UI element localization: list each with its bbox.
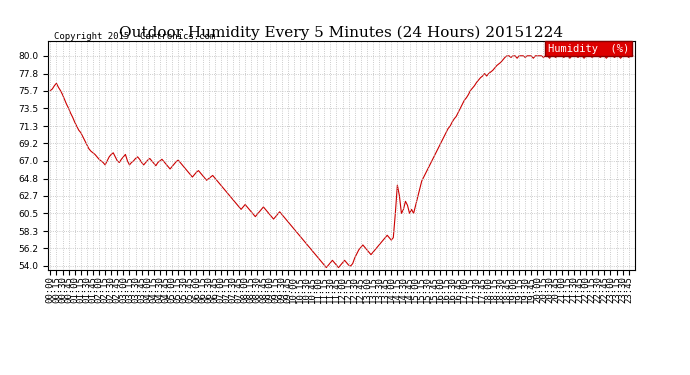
Text: Humidity  (%): Humidity (%) xyxy=(548,44,629,54)
Title: Outdoor Humidity Every 5 Minutes (24 Hours) 20151224: Outdoor Humidity Every 5 Minutes (24 Hou… xyxy=(119,26,564,40)
Text: Copyright 2015  Cartronics.com: Copyright 2015 Cartronics.com xyxy=(55,32,215,41)
